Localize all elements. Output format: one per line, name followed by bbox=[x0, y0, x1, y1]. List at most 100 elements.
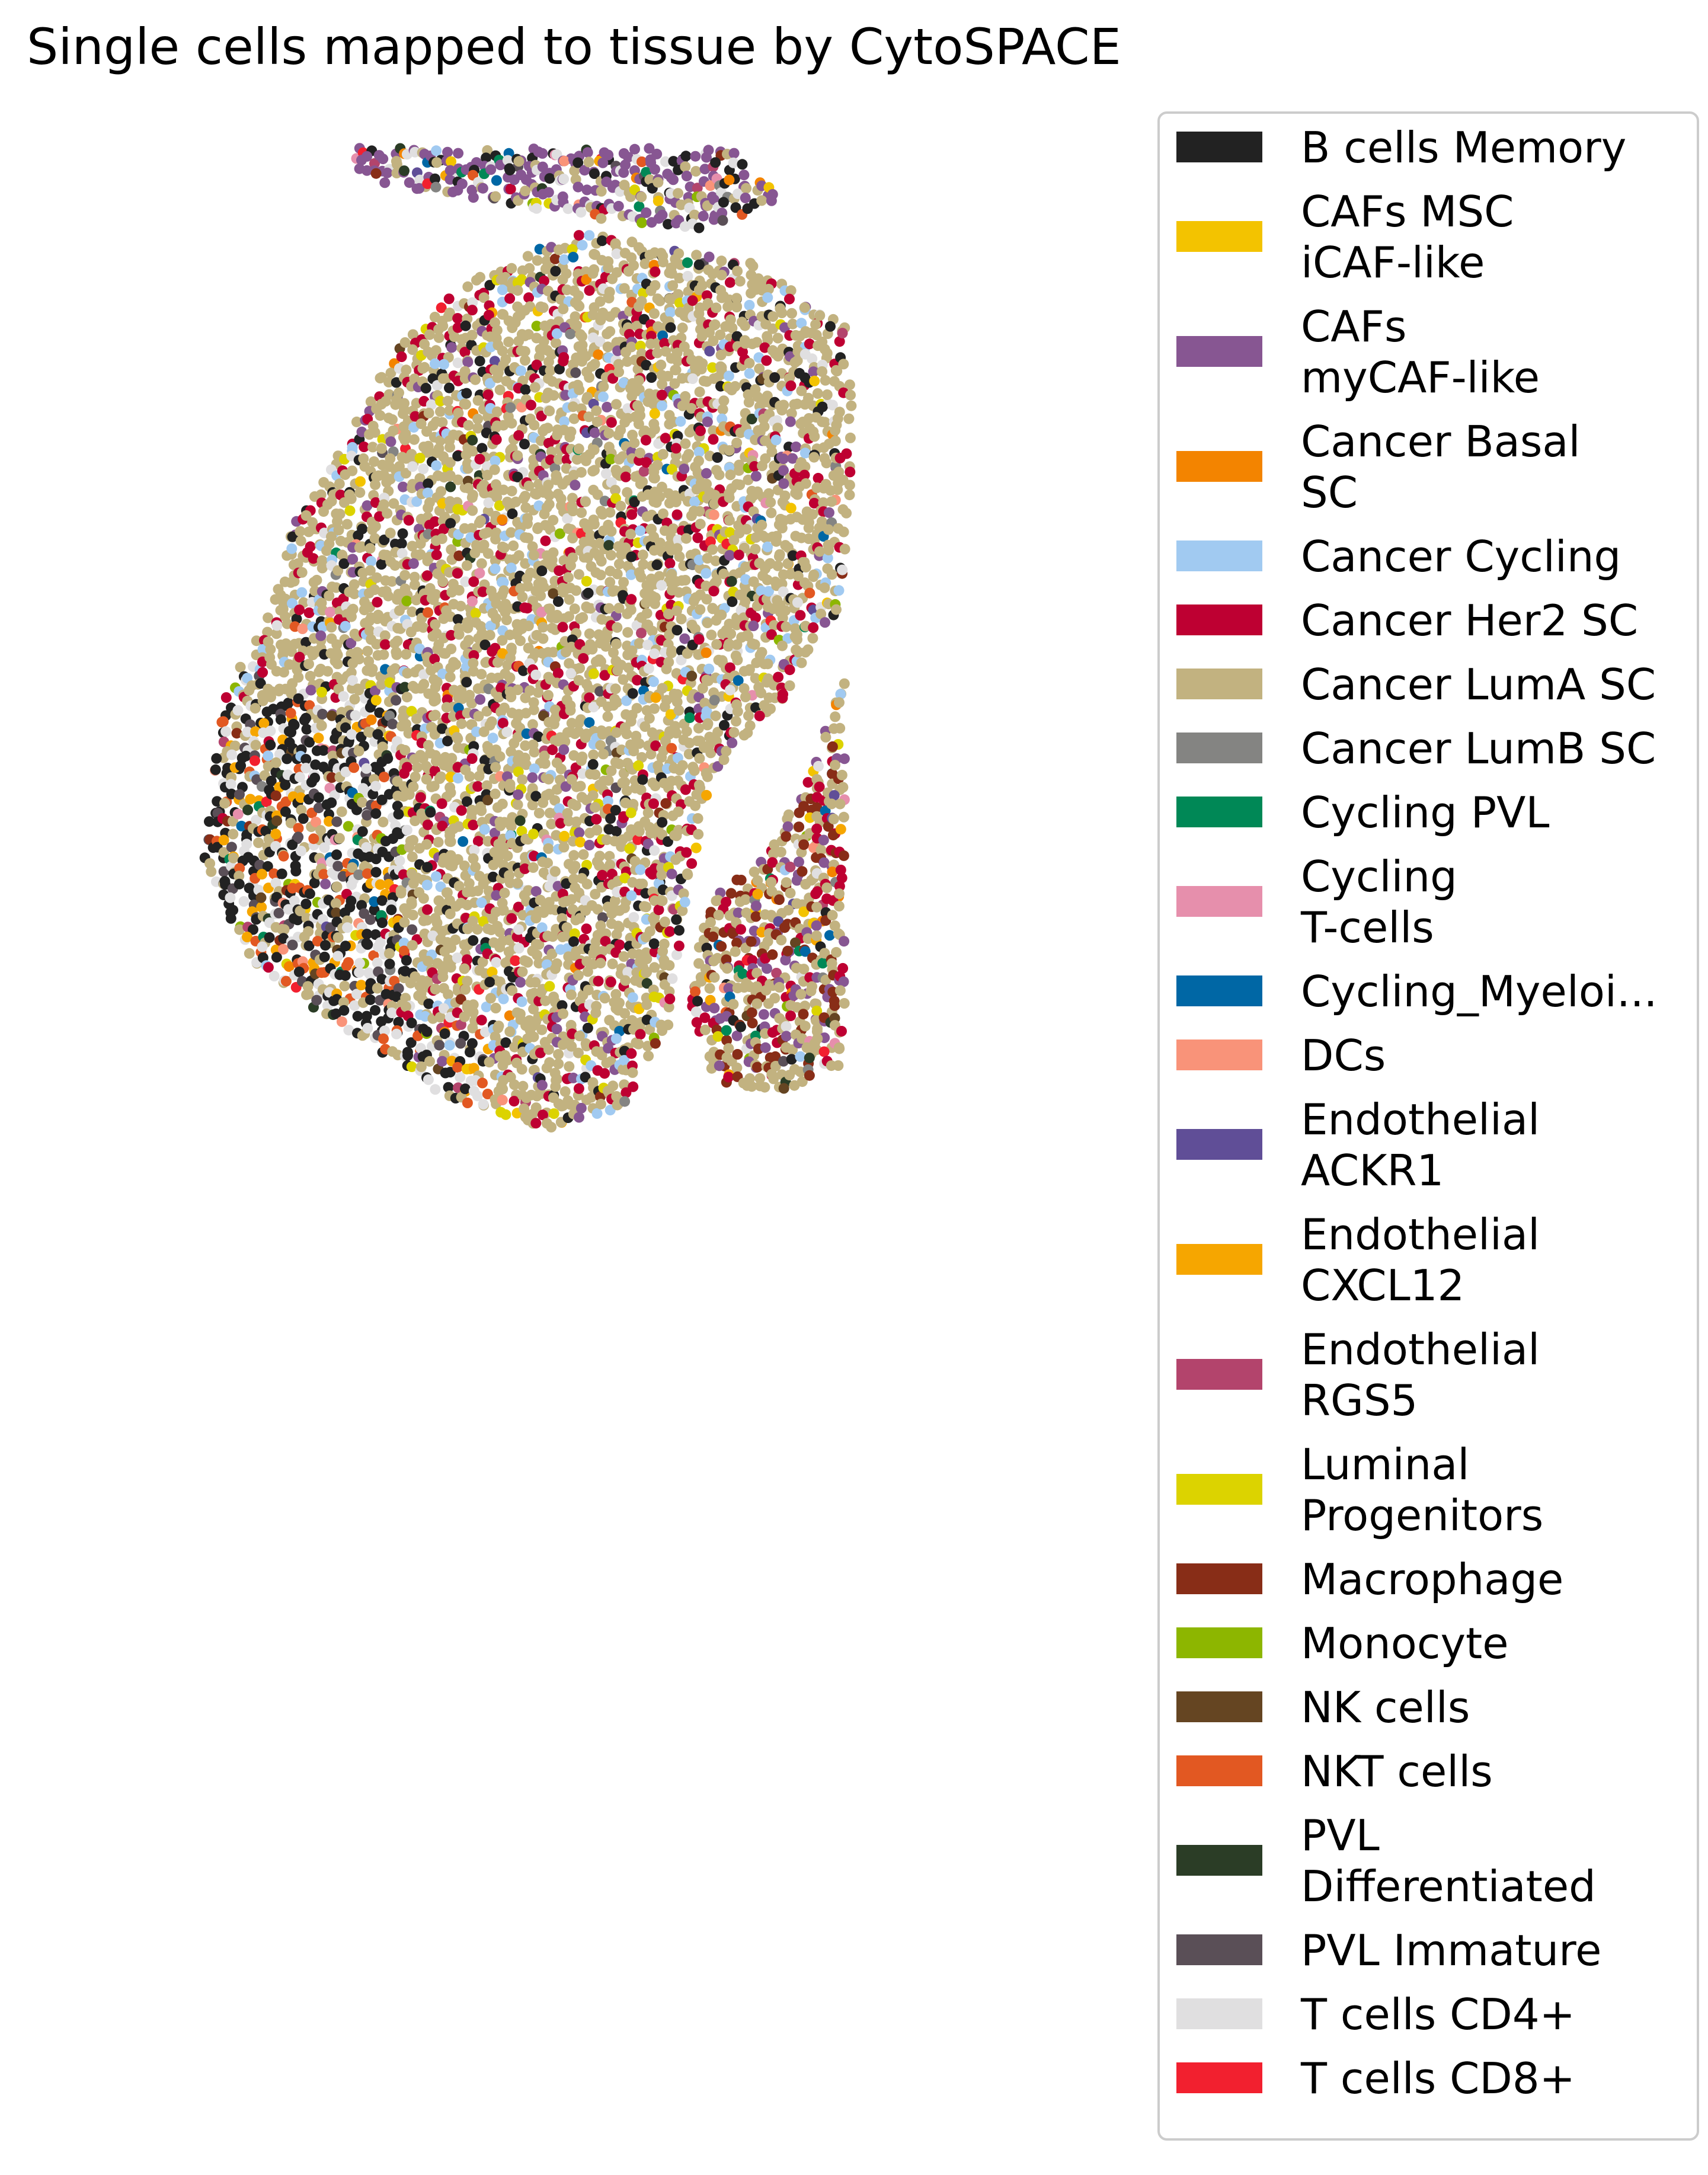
cell-point bbox=[433, 332, 444, 343]
cell-point bbox=[529, 382, 540, 393]
cell-point bbox=[300, 763, 312, 774]
cell-point bbox=[580, 452, 591, 463]
cell-point bbox=[292, 914, 303, 926]
cell-point bbox=[701, 789, 712, 801]
cell-point bbox=[468, 192, 479, 203]
cell-point bbox=[657, 400, 667, 411]
cell-point bbox=[709, 695, 720, 706]
cell-point bbox=[588, 668, 599, 679]
cell-point bbox=[461, 388, 472, 399]
cell-point bbox=[278, 850, 289, 862]
cell-point bbox=[353, 869, 364, 880]
cell-point bbox=[732, 266, 743, 277]
cell-point bbox=[706, 629, 717, 641]
cell-point bbox=[364, 702, 376, 713]
cell-point bbox=[527, 862, 539, 873]
cell-point bbox=[393, 808, 404, 820]
cell-point bbox=[638, 466, 650, 477]
cell-point bbox=[431, 871, 442, 882]
cell-point bbox=[218, 716, 229, 727]
cell-point bbox=[637, 878, 648, 890]
cell-point bbox=[424, 1055, 435, 1067]
cell-point bbox=[591, 405, 602, 417]
cell-point bbox=[724, 277, 735, 288]
cell-point bbox=[717, 215, 728, 226]
cell-point bbox=[412, 762, 423, 773]
cell-point bbox=[275, 714, 286, 725]
cell-point bbox=[444, 457, 456, 468]
cell-point bbox=[522, 603, 533, 614]
cell-point bbox=[382, 753, 394, 764]
cell-point bbox=[463, 878, 475, 889]
cell-point bbox=[430, 173, 440, 184]
cell-point bbox=[395, 888, 407, 899]
cell-point bbox=[430, 983, 441, 994]
cell-point bbox=[505, 402, 516, 413]
cell-point bbox=[569, 603, 580, 615]
cell-point bbox=[581, 923, 592, 935]
cell-point bbox=[339, 980, 350, 991]
cell-point bbox=[346, 638, 357, 649]
scatter-plot-area bbox=[199, 143, 857, 1133]
cell-point bbox=[482, 389, 494, 401]
cell-point bbox=[316, 720, 327, 731]
cell-point bbox=[280, 779, 291, 791]
cell-point bbox=[702, 416, 713, 427]
cell-point bbox=[529, 763, 540, 775]
cell-point bbox=[372, 597, 383, 608]
cell-point bbox=[718, 754, 730, 765]
cell-point bbox=[602, 401, 613, 412]
cell-point bbox=[421, 570, 433, 581]
cell-point bbox=[466, 753, 478, 764]
cell-point bbox=[442, 694, 453, 705]
cell-point bbox=[367, 442, 378, 453]
cell-point bbox=[543, 499, 555, 510]
cell-point bbox=[405, 1037, 417, 1048]
cell-point bbox=[421, 773, 432, 785]
cell-point bbox=[568, 850, 580, 861]
cell-point bbox=[369, 456, 380, 467]
cell-point bbox=[484, 1057, 495, 1068]
cell-point bbox=[528, 829, 539, 840]
cell-point bbox=[725, 685, 735, 696]
cell-point bbox=[357, 523, 368, 535]
cell-point bbox=[543, 187, 554, 198]
cell-point bbox=[333, 524, 344, 536]
cell-point bbox=[513, 789, 524, 800]
cell-point bbox=[338, 997, 349, 1008]
cell-point bbox=[674, 765, 685, 776]
cell-point bbox=[517, 591, 528, 603]
cell-point bbox=[573, 443, 584, 455]
cell-point bbox=[681, 171, 692, 181]
cell-point bbox=[338, 691, 349, 702]
cell-point bbox=[295, 535, 306, 546]
cell-point bbox=[459, 373, 471, 384]
cell-point bbox=[452, 732, 462, 743]
cell-point bbox=[417, 975, 427, 986]
cell-point bbox=[591, 824, 603, 836]
cell-point bbox=[498, 585, 510, 596]
cell-point bbox=[671, 625, 683, 636]
cell-point bbox=[490, 563, 501, 574]
cell-point bbox=[408, 878, 419, 889]
cell-point bbox=[648, 676, 659, 687]
cell-point bbox=[598, 381, 609, 392]
cell-point bbox=[530, 1118, 542, 1129]
cell-point bbox=[512, 285, 523, 296]
cell-point bbox=[631, 703, 642, 714]
cell-point bbox=[702, 718, 714, 729]
cell-point bbox=[407, 940, 418, 951]
cell-point bbox=[506, 642, 517, 654]
cell-point bbox=[625, 807, 636, 818]
cell-point bbox=[634, 738, 645, 749]
cell-point bbox=[210, 764, 221, 775]
cell-point bbox=[391, 991, 402, 1002]
cell-point bbox=[388, 498, 399, 509]
cell-point bbox=[724, 550, 735, 561]
cell-point bbox=[718, 197, 729, 208]
cell-point bbox=[504, 1026, 516, 1037]
cell-point bbox=[340, 941, 351, 952]
cell-point bbox=[445, 836, 456, 847]
cell-point bbox=[391, 649, 402, 660]
cell-point bbox=[248, 924, 258, 935]
